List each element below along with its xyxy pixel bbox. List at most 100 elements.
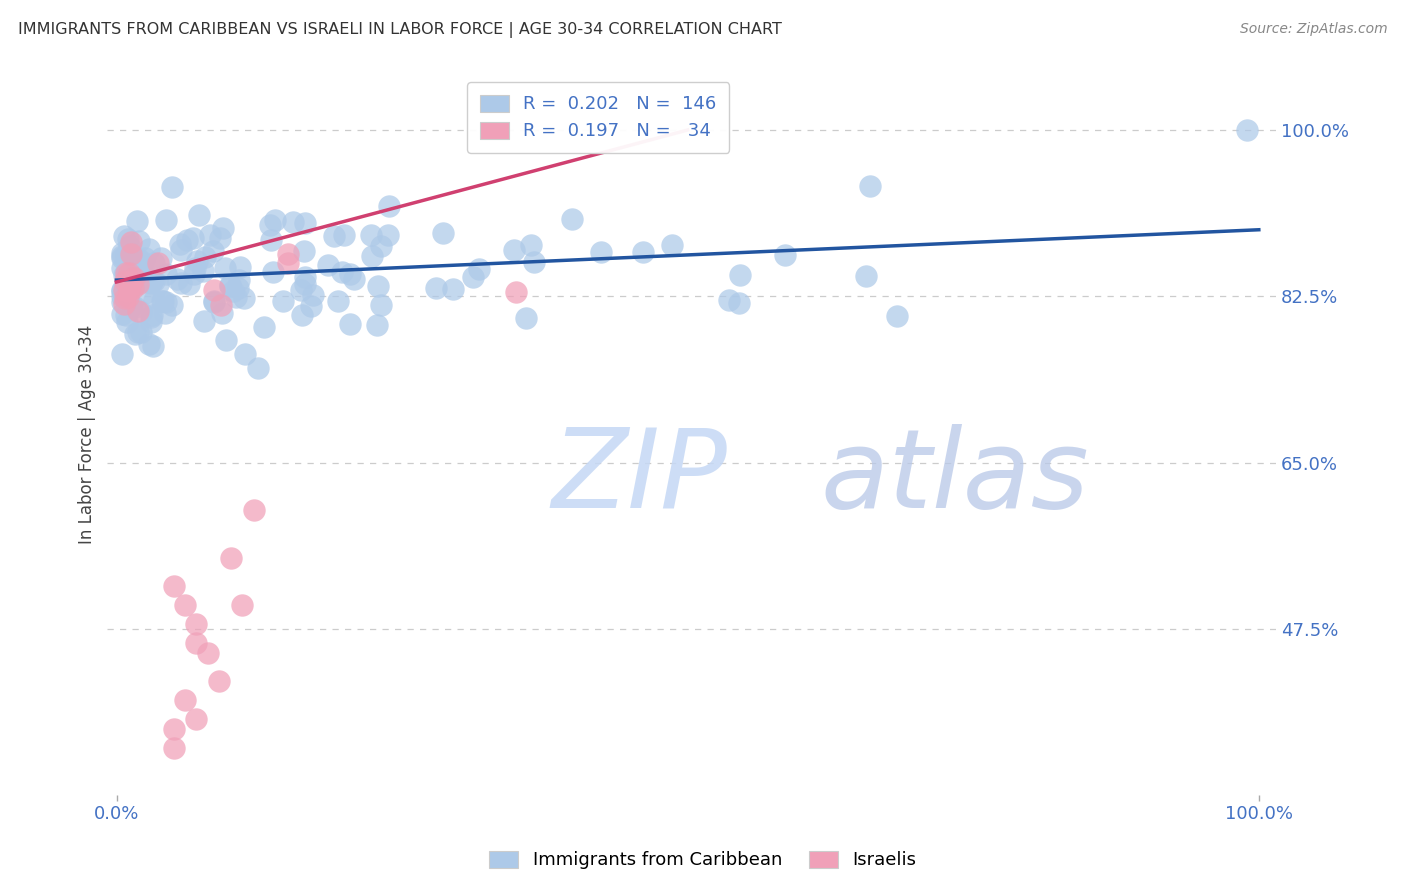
Point bbox=[277, 256, 299, 270]
Point bbox=[193, 251, 215, 265]
Point bbox=[115, 266, 138, 280]
Point bbox=[142, 339, 165, 353]
Point bbox=[260, 233, 283, 247]
Point bbox=[127, 277, 149, 291]
Text: atlas: atlas bbox=[820, 424, 1088, 531]
Point bbox=[186, 617, 208, 632]
Point bbox=[118, 239, 141, 253]
Point bbox=[150, 293, 173, 308]
Point bbox=[773, 247, 796, 261]
Text: Source: ZipAtlas.com: Source: ZipAtlas.com bbox=[1240, 22, 1388, 37]
Point bbox=[111, 289, 134, 303]
Point bbox=[111, 294, 134, 309]
Point bbox=[330, 265, 353, 279]
Point bbox=[111, 261, 134, 276]
Point bbox=[124, 301, 146, 315]
Point bbox=[520, 238, 543, 252]
Point bbox=[134, 285, 156, 300]
Text: IMMIGRANTS FROM CARIBBEAN VS ISRAELI IN LABOR FORCE | AGE 30-34 CORRELATION CHAR: IMMIGRANTS FROM CARIBBEAN VS ISRAELI IN … bbox=[18, 22, 782, 38]
Point bbox=[233, 347, 256, 361]
Point bbox=[197, 646, 219, 660]
Point bbox=[176, 233, 198, 247]
Point bbox=[202, 283, 225, 297]
Point bbox=[162, 740, 184, 755]
Point bbox=[121, 299, 143, 313]
Point bbox=[149, 251, 172, 265]
Point bbox=[225, 290, 247, 304]
Point bbox=[215, 333, 238, 347]
Point bbox=[728, 268, 751, 283]
Point bbox=[318, 258, 340, 272]
Point bbox=[262, 265, 284, 279]
Point bbox=[122, 281, 145, 295]
Point bbox=[141, 274, 163, 288]
Point bbox=[502, 243, 524, 257]
Point bbox=[886, 309, 908, 323]
Point bbox=[112, 284, 135, 298]
Point bbox=[222, 284, 245, 298]
Point bbox=[148, 256, 170, 270]
Point bbox=[111, 347, 134, 361]
Point bbox=[131, 257, 153, 271]
Point bbox=[202, 294, 225, 309]
Point bbox=[432, 227, 454, 241]
Point bbox=[589, 245, 612, 260]
Point bbox=[166, 271, 188, 285]
Point bbox=[294, 270, 316, 285]
Point bbox=[129, 253, 152, 268]
Point bbox=[169, 236, 191, 251]
Point bbox=[124, 261, 146, 276]
Point bbox=[120, 247, 142, 261]
Point bbox=[127, 266, 149, 280]
Point bbox=[232, 291, 254, 305]
Point bbox=[170, 243, 193, 257]
Point bbox=[209, 298, 232, 312]
Point bbox=[370, 298, 392, 312]
Point bbox=[162, 298, 184, 312]
Point bbox=[125, 214, 148, 228]
Point bbox=[561, 212, 583, 227]
Point bbox=[208, 674, 231, 689]
Point bbox=[139, 310, 162, 325]
Point bbox=[855, 268, 877, 283]
Point bbox=[115, 308, 138, 322]
Point bbox=[259, 218, 281, 232]
Point bbox=[214, 261, 236, 276]
Point bbox=[112, 268, 135, 282]
Point bbox=[231, 598, 253, 612]
Point bbox=[187, 209, 209, 223]
Point bbox=[155, 267, 177, 281]
Point bbox=[200, 228, 222, 243]
Point bbox=[177, 277, 200, 292]
Point bbox=[139, 277, 162, 291]
Point bbox=[226, 281, 249, 295]
Point bbox=[143, 274, 166, 288]
Point bbox=[129, 255, 152, 269]
Point bbox=[859, 179, 882, 194]
Point bbox=[114, 274, 136, 288]
Point bbox=[184, 260, 207, 275]
Point bbox=[463, 269, 485, 284]
Point bbox=[441, 282, 464, 296]
Point bbox=[219, 278, 242, 293]
Point bbox=[186, 712, 208, 726]
Point bbox=[111, 283, 134, 297]
Point bbox=[162, 179, 184, 194]
Point bbox=[201, 244, 224, 258]
Point bbox=[162, 579, 184, 593]
Point bbox=[211, 306, 233, 320]
Point bbox=[127, 326, 149, 340]
Point bbox=[291, 308, 314, 322]
Point bbox=[118, 278, 141, 293]
Point bbox=[114, 274, 136, 288]
Point bbox=[515, 311, 537, 326]
Point bbox=[193, 314, 215, 328]
Point bbox=[728, 296, 751, 310]
Point bbox=[143, 293, 166, 308]
Point bbox=[294, 217, 316, 231]
Point bbox=[661, 238, 683, 252]
Point bbox=[124, 327, 146, 342]
Point bbox=[111, 284, 134, 298]
Point bbox=[468, 262, 491, 277]
Point bbox=[132, 264, 155, 278]
